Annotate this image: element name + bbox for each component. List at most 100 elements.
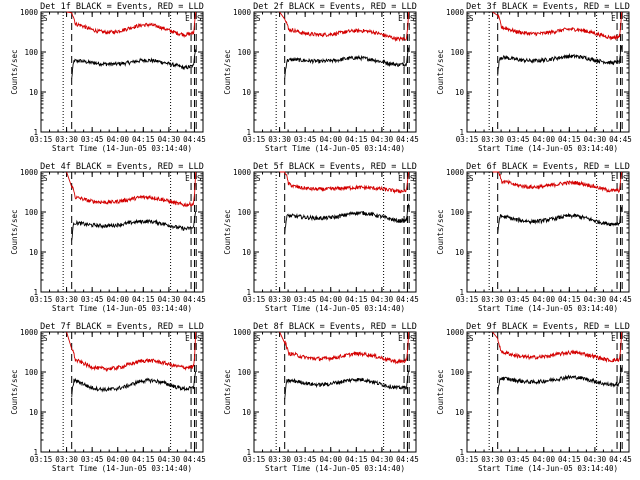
x-tick-label: 03:45 xyxy=(507,135,530,144)
y-tick-label: 100 xyxy=(450,368,464,377)
events-series-line xyxy=(71,211,197,241)
marker-label-start: S xyxy=(43,174,48,183)
x-tick-label: 04:00 xyxy=(106,135,129,144)
y-tick-label: 10 xyxy=(242,408,252,417)
panel-title: Det 7f BLACK = Events, RED = LLD xyxy=(40,322,204,332)
events-series-line xyxy=(497,45,623,76)
y-axis-label: Counts/sec xyxy=(436,209,445,254)
y-tick-label: 1000 xyxy=(233,328,252,337)
x-tick-label: 04:15 xyxy=(132,295,155,304)
x-axis-label: Start Time (14-Jun-05 03:14:40) xyxy=(478,464,618,473)
x-tick-label: 04:15 xyxy=(132,135,155,144)
y-tick-label: 1 xyxy=(33,448,38,457)
plot-frame xyxy=(40,11,204,133)
lld-series-line xyxy=(492,11,623,41)
marker-label-end: E xyxy=(611,174,616,183)
y-tick-label: 10 xyxy=(455,248,465,257)
x-tick-label: 03:15 xyxy=(243,295,266,304)
x-axis-label: Start Time (14-Jun-05 03:14:40) xyxy=(52,304,192,313)
x-tick-label: 04:45 xyxy=(609,135,632,144)
x-tick-label: 03:45 xyxy=(507,295,530,304)
x-tick-label: 04:00 xyxy=(532,295,555,304)
x-axis-label: Start Time (14-Jun-05 03:14:40) xyxy=(478,304,618,313)
x-tick-label: 04:45 xyxy=(396,295,419,304)
lld-series-line xyxy=(66,11,197,39)
x-tick-label: 03:30 xyxy=(268,455,291,464)
x-tick-label: 04:00 xyxy=(532,135,555,144)
marker-label-end: E xyxy=(611,334,616,343)
y-axis-label: Counts/sec xyxy=(223,369,232,414)
marker-label-start: S xyxy=(256,14,261,23)
x-tick-label: 04:45 xyxy=(183,135,206,144)
x-tick-label: 03:45 xyxy=(294,455,317,464)
y-tick-label: 1000 xyxy=(446,168,465,177)
marker-label-end: E xyxy=(185,334,190,343)
y-tick-label: 1000 xyxy=(233,8,252,17)
marker-label-start: S xyxy=(469,14,474,23)
marker-label-end: E xyxy=(398,14,403,23)
x-tick-label: 04:15 xyxy=(132,455,155,464)
x-tick-label: 03:15 xyxy=(243,455,266,464)
x-tick-label: 03:45 xyxy=(81,455,104,464)
y-tick-label: 1000 xyxy=(446,328,465,337)
y-tick-label: 1 xyxy=(33,288,38,297)
panel-det-5: Det 5f BLACK = Events, RED = LLD 1 10 100 10… xyxy=(223,162,419,313)
events-series-line xyxy=(71,49,197,79)
lld-series-line xyxy=(279,11,410,43)
y-axis-label: Counts/sec xyxy=(10,49,19,94)
x-tick-label: 03:30 xyxy=(55,295,78,304)
plot-frame xyxy=(253,171,417,293)
x-tick-label: 03:45 xyxy=(294,135,317,144)
y-tick-label: 10 xyxy=(29,248,39,257)
x-tick-label: 04:45 xyxy=(183,295,206,304)
lld-series-line xyxy=(492,171,623,194)
events-series-line xyxy=(497,367,623,395)
plot-frame xyxy=(466,11,630,133)
x-tick-label: 04:30 xyxy=(584,455,607,464)
lld-series-line xyxy=(66,171,197,208)
y-axis-label: Counts/sec xyxy=(223,209,232,254)
x-tick-label: 04:00 xyxy=(532,455,555,464)
marker-label-start: S xyxy=(469,334,474,343)
y-tick-label: 100 xyxy=(24,368,38,377)
x-tick-label: 04:00 xyxy=(319,455,342,464)
x-tick-label: 03:30 xyxy=(481,295,504,304)
y-tick-label: 10 xyxy=(242,88,252,97)
x-tick-label: 03:30 xyxy=(55,455,78,464)
panel-title: Det 4f BLACK = Events, RED = LLD xyxy=(40,162,204,172)
marker-label-start-right: S xyxy=(623,14,628,23)
y-tick-label: 100 xyxy=(237,368,251,377)
y-axis-label: Counts/sec xyxy=(436,369,445,414)
y-tick-label: 1 xyxy=(459,128,464,137)
x-tick-label: 04:15 xyxy=(558,455,581,464)
y-tick-label: 1000 xyxy=(233,168,252,177)
panel-title: Det 3f BLACK = Events, RED = LLD xyxy=(466,2,630,12)
marker-label-end: E xyxy=(185,14,190,23)
x-tick-label: 04:15 xyxy=(345,135,368,144)
panel-title: Det 6f BLACK = Events, RED = LLD xyxy=(466,162,630,172)
marker-label-end: E xyxy=(611,14,616,23)
panel-title: Det 1f BLACK = Events, RED = LLD xyxy=(40,2,204,12)
x-tick-label: 04:45 xyxy=(609,455,632,464)
marker-label-end: E xyxy=(398,174,403,183)
y-tick-label: 1000 xyxy=(20,168,39,177)
x-tick-label: 03:15 xyxy=(456,295,479,304)
y-tick-label: 1000 xyxy=(20,328,39,337)
plot-frame xyxy=(253,11,417,133)
x-tick-label: 03:15 xyxy=(456,455,479,464)
y-tick-label: 100 xyxy=(237,208,251,217)
marker-label-start-right: S xyxy=(197,334,202,343)
y-tick-label: 100 xyxy=(24,208,38,217)
y-tick-label: 10 xyxy=(242,248,252,257)
x-tick-label: 04:30 xyxy=(371,455,394,464)
panel-title: Det 5f BLACK = Events, RED = LLD xyxy=(253,162,417,172)
x-tick-label: 04:45 xyxy=(183,455,206,464)
panel-det-3: Det 3f BLACK = Events, RED = LLD 1 10 100 10… xyxy=(436,2,632,153)
lld-series-line xyxy=(279,331,410,365)
panel-title: Det 9f BLACK = Events, RED = LLD xyxy=(466,322,630,332)
x-tick-label: 04:45 xyxy=(396,455,419,464)
plot-frame xyxy=(40,171,204,293)
x-tick-label: 03:45 xyxy=(81,295,104,304)
y-axis-label: Counts/sec xyxy=(10,209,19,254)
x-tick-label: 04:00 xyxy=(319,135,342,144)
